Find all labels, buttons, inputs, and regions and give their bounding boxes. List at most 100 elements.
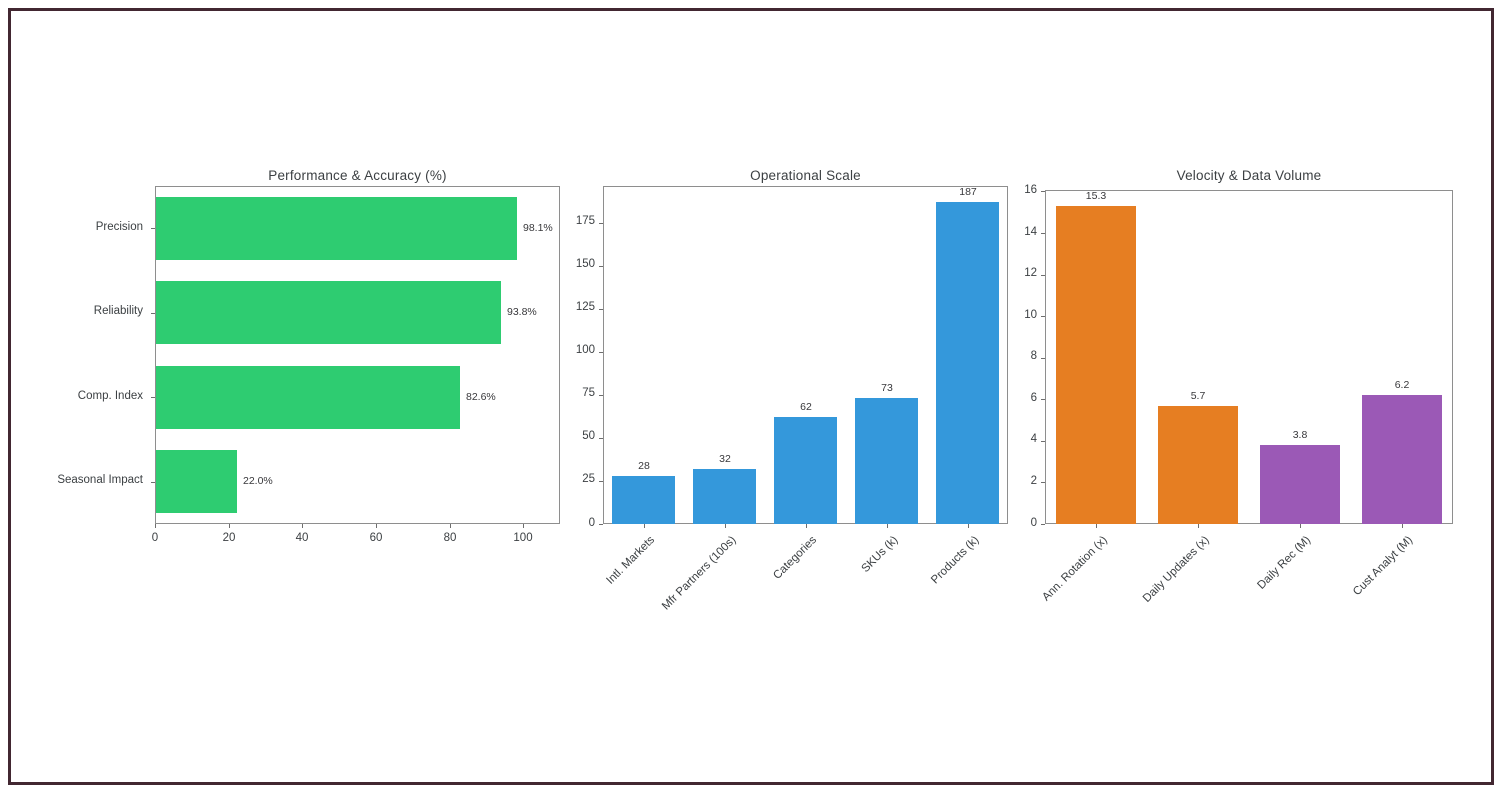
y-tick-label: 10 xyxy=(1024,309,1037,321)
category-label: Cust Analyt (M) xyxy=(1351,534,1416,599)
y-tick-label: 0 xyxy=(588,517,595,529)
value-label: 73 xyxy=(881,382,893,394)
value-label: 6.2 xyxy=(1394,379,1410,391)
y-tick-label: 75 xyxy=(582,387,595,399)
bar-seasonal-impact xyxy=(156,450,237,513)
y-tick-mark xyxy=(151,482,155,483)
y-tick-label: 4 xyxy=(1030,433,1037,445)
chart-title-velocity-data-volume: Velocity & Data Volume xyxy=(1176,168,1322,183)
x-tick-mark xyxy=(155,524,156,528)
y-tick-label: 6 xyxy=(1030,392,1037,404)
y-tick-mark xyxy=(1041,524,1045,525)
bar-categories xyxy=(774,417,837,524)
x-tick-mark xyxy=(302,524,303,528)
chart-title-operational-scale: Operational Scale xyxy=(750,168,861,183)
y-tick-mark xyxy=(599,223,603,224)
y-tick-mark xyxy=(599,309,603,310)
value-label: 62 xyxy=(800,401,812,413)
y-tick-mark xyxy=(151,228,155,229)
y-tick-label: 8 xyxy=(1030,350,1037,362)
y-tick-label: 150 xyxy=(575,258,595,270)
value-label: 82.6% xyxy=(466,391,496,403)
x-tick-label: 0 xyxy=(151,532,159,544)
x-tick-mark xyxy=(523,524,524,528)
y-tick-label: 2 xyxy=(1030,475,1037,487)
y-tick-mark xyxy=(1041,358,1045,359)
bar-precision xyxy=(156,197,517,260)
x-tick-mark xyxy=(1198,524,1199,528)
y-tick-label: 50 xyxy=(582,430,595,442)
y-tick-label: 175 xyxy=(575,215,595,227)
x-tick-label: 40 xyxy=(295,532,309,544)
bar-products-k- xyxy=(936,202,999,524)
bar-mfr-partners-100s- xyxy=(693,469,756,524)
bar-daily-rec-m- xyxy=(1260,445,1340,524)
y-tick-label: 16 xyxy=(1024,184,1037,196)
value-label: 187 xyxy=(959,186,977,198)
value-label: 28 xyxy=(638,460,650,472)
x-tick-mark xyxy=(229,524,230,528)
bar-reliability xyxy=(156,281,501,344)
x-tick-mark xyxy=(450,524,451,528)
category-label: Daily Rec (M) xyxy=(1255,534,1314,592)
category-label: Seasonal Impact xyxy=(57,474,143,486)
y-tick-mark xyxy=(599,395,603,396)
value-label: 22.0% xyxy=(243,475,273,487)
value-label: 93.8% xyxy=(507,306,537,318)
category-label: Intl. Markets xyxy=(604,534,658,587)
category-label: Precision xyxy=(95,221,143,233)
bar-intl-markets xyxy=(612,476,675,524)
bar-cust-analyt-m- xyxy=(1362,395,1442,524)
bar-comp-index xyxy=(156,366,460,429)
y-tick-label: 125 xyxy=(575,301,595,313)
x-tick-mark xyxy=(1096,524,1097,528)
x-tick-label: 100 xyxy=(513,532,533,544)
y-tick-mark xyxy=(1041,399,1045,400)
x-tick-mark xyxy=(1402,524,1403,528)
y-tick-mark xyxy=(599,438,603,439)
x-tick-mark xyxy=(644,524,645,528)
category-label: Products (k) xyxy=(929,534,982,587)
y-tick-mark xyxy=(1041,482,1045,483)
x-tick-mark xyxy=(968,524,969,528)
x-tick-mark xyxy=(887,524,888,528)
y-tick-mark xyxy=(151,397,155,398)
y-tick-label: 100 xyxy=(575,344,595,356)
value-label: 15.3 xyxy=(1085,190,1107,202)
y-tick-label: 12 xyxy=(1024,267,1037,279)
x-tick-label: 60 xyxy=(369,532,383,544)
y-tick-mark xyxy=(1041,316,1045,317)
bar-ann-rotation-x- xyxy=(1056,206,1136,524)
x-tick-mark xyxy=(376,524,377,528)
y-tick-label: 0 xyxy=(1030,517,1037,529)
bar-skus-k- xyxy=(855,398,918,524)
chart-title-performance-accuracy: Performance & Accuracy (%) xyxy=(268,168,447,183)
y-tick-mark xyxy=(599,481,603,482)
y-tick-mark xyxy=(1041,191,1045,192)
y-tick-mark xyxy=(599,352,603,353)
value-label: 32 xyxy=(719,453,731,465)
y-tick-mark xyxy=(1041,275,1045,276)
x-tick-mark xyxy=(1300,524,1301,528)
category-label: Mfr Partners (100s) xyxy=(659,534,739,613)
x-tick-mark xyxy=(725,524,726,528)
value-label: 3.8 xyxy=(1292,429,1308,441)
y-tick-mark xyxy=(599,524,603,525)
y-tick-label: 14 xyxy=(1024,226,1037,238)
x-tick-label: 80 xyxy=(443,532,457,544)
y-tick-mark xyxy=(1041,233,1045,234)
y-tick-mark xyxy=(151,313,155,314)
category-label: Daily Updates (x) xyxy=(1140,534,1212,605)
value-label: 98.1% xyxy=(523,222,553,234)
y-tick-label: 25 xyxy=(582,473,595,485)
category-label: SKUs (k) xyxy=(859,534,901,576)
x-tick-label: 20 xyxy=(222,532,236,544)
y-tick-mark xyxy=(599,266,603,267)
category-label: Categories xyxy=(771,534,820,582)
y-tick-mark xyxy=(1041,441,1045,442)
category-label: Reliability xyxy=(93,305,143,317)
bar-daily-updates-x- xyxy=(1158,406,1238,524)
value-label: 5.7 xyxy=(1190,390,1206,402)
category-label: Ann. Rotation (x) xyxy=(1039,534,1110,604)
